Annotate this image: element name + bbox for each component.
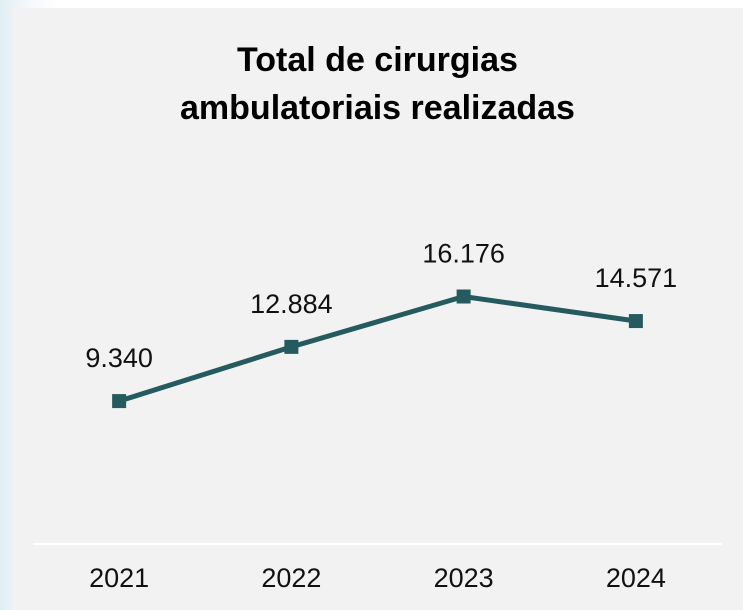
- chart-title: Total de cirurgias ambulatoriais realiza…: [180, 41, 575, 127]
- x-tick-label: 2022: [261, 563, 321, 593]
- data-label: 9.340: [85, 343, 153, 373]
- data-label: 12.884: [250, 289, 333, 319]
- title-box: Total de cirurgias ambulatoriais realiza…: [12, 36, 743, 132]
- data-label: 16.176: [422, 239, 505, 269]
- x-tick-label: 2024: [606, 563, 666, 593]
- chart-panel: [12, 8, 743, 610]
- x-tick-label: 2023: [434, 563, 494, 593]
- data-label: 14.571: [595, 263, 678, 293]
- x-tick-label: 2021: [89, 563, 149, 593]
- marker: [284, 339, 299, 354]
- marker: [456, 289, 471, 304]
- marker: [112, 394, 127, 409]
- marker: [628, 314, 643, 329]
- line: [118, 293, 637, 404]
